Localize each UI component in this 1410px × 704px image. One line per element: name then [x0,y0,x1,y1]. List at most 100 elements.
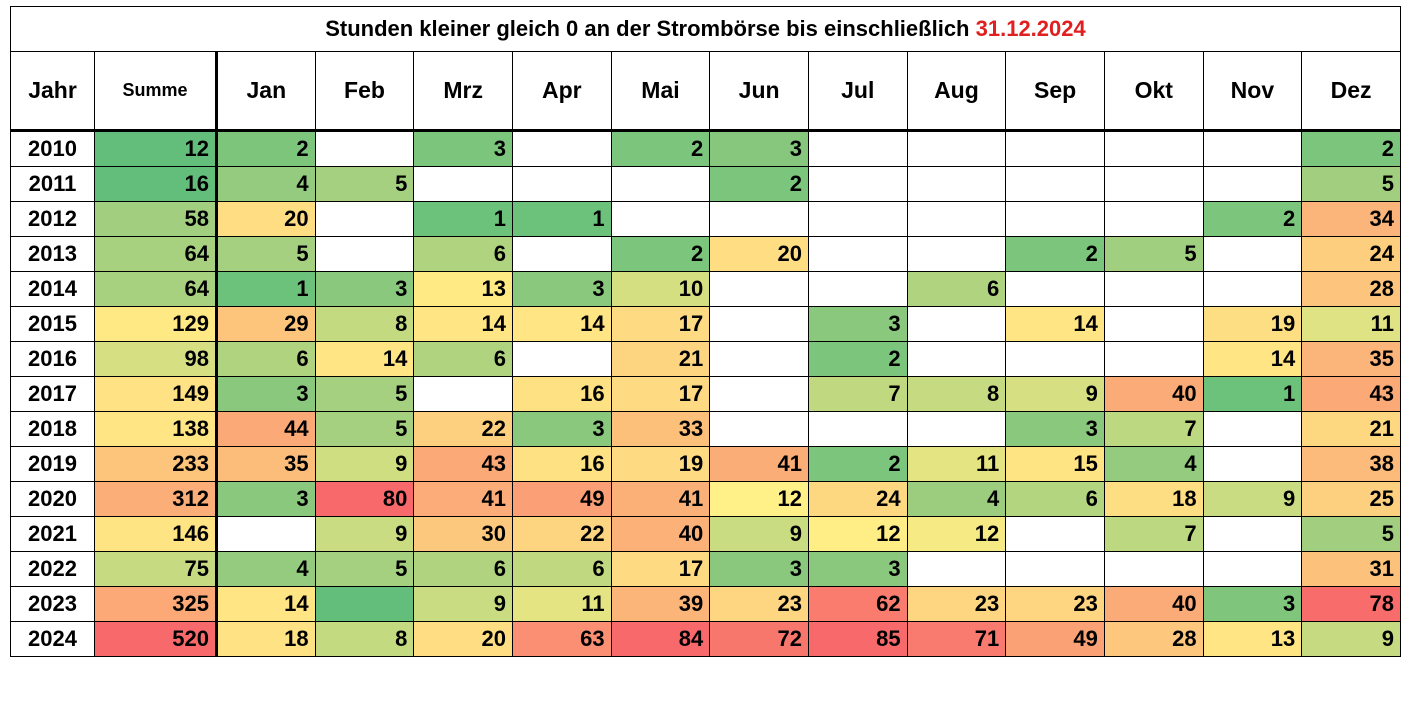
month-cell-jun [709,411,809,447]
month-cell-okt [1103,551,1204,587]
month-cell-nov: 19 [1202,306,1303,342]
month-cell-mai: 17 [610,551,711,587]
table-row: 2021 146 9 30 22 40 9 12 12 7 5 [10,516,1401,552]
month-cell-aug [906,130,1007,167]
sum-cell: 64 [94,236,218,272]
table-row: 2023 325 14 9 11 39 23 62 23 23 40 3 78 [10,586,1401,622]
column-header-mrz: Mrz [413,51,513,132]
month-cell-jun: 41 [709,446,809,482]
month-cell-jul: 62 [807,586,908,622]
month-cell-feb: 5 [314,551,415,587]
month-cell-apr: 11 [511,586,612,622]
month-cell-mai: 39 [610,586,711,622]
month-cell-sep: 6 [1005,481,1105,517]
sum-cell: 149 [94,376,218,412]
month-cell-apr [511,166,612,202]
month-cell-dez: 43 [1301,376,1401,412]
month-cell-jun [709,271,809,307]
month-cell-sep: 15 [1005,446,1105,482]
month-cell-aug [906,166,1007,202]
month-cell-jun [709,341,809,377]
month-cell-apr: 63 [511,621,612,657]
month-cell-feb [314,586,415,622]
month-cell-dez: 5 [1301,166,1401,202]
month-cell-nov: 1 [1202,376,1303,412]
month-cell-apr: 49 [511,481,612,517]
year-cell: 2013 [10,236,95,272]
month-cell-okt: 40 [1103,376,1204,412]
month-cell-sep: 49 [1005,621,1105,657]
month-cell-jun: 3 [709,551,809,587]
month-cell-apr [511,341,612,377]
month-cell-jan: 6 [216,341,316,377]
month-cell-sep [1005,551,1105,587]
month-cell-mrz: 1 [413,201,513,237]
sum-cell: 233 [94,446,218,482]
month-cell-feb: 3 [314,271,415,307]
month-cell-jun: 20 [709,236,809,272]
month-cell-apr: 22 [511,516,612,552]
table-row: 2024 520 18 8 20 63 84 72 85 71 49 28 13 9 [10,621,1401,657]
month-cell-jul [807,201,908,237]
table-row: 2013 64 5 6 2 20 2 5 24 [10,236,1401,272]
month-cell-jan: 3 [216,376,316,412]
month-cell-jun [709,376,809,412]
month-cell-okt: 40 [1103,586,1204,622]
year-cell: 2016 [10,341,95,377]
month-cell-okt: 5 [1103,236,1204,272]
sum-cell: 129 [94,306,218,342]
column-header-nov: Nov [1202,51,1303,132]
month-cell-nov [1202,446,1303,482]
month-cell-nov [1202,130,1303,167]
month-cell-jan [216,516,316,552]
month-cell-nov: 13 [1202,621,1303,657]
year-cell: 2020 [10,481,95,517]
month-cell-mai: 2 [610,236,711,272]
month-cell-mai: 21 [610,341,711,377]
month-cell-apr: 3 [511,271,612,307]
month-cell-dez: 31 [1301,551,1401,587]
column-header-okt: Okt [1103,51,1204,132]
month-cell-jan: 1 [216,271,316,307]
month-cell-nov: 9 [1202,481,1303,517]
table-row: 2016 98 6 14 6 21 2 14 35 [10,341,1401,377]
month-cell-jul [807,411,908,447]
column-header-aug: Aug [906,51,1007,132]
month-cell-jul [807,271,908,307]
month-cell-jul: 2 [807,341,908,377]
month-cell-mai: 17 [610,306,711,342]
month-cell-dez: 11 [1301,306,1401,342]
table-row: 2020 312 3 80 41 49 41 12 24 4 6 18 9 25 [10,481,1401,517]
month-cell-nov: 2 [1202,201,1303,237]
column-header-jun: Jun [709,51,809,132]
month-cell-feb [314,201,415,237]
month-cell-jan: 29 [216,306,316,342]
table-row: 2019 233 35 9 43 16 19 41 2 11 15 4 38 [10,446,1401,482]
month-cell-mrz: 41 [413,481,513,517]
year-cell: 2022 [10,551,95,587]
month-cell-okt [1103,271,1204,307]
column-header-row: Jahr Summe Jan Feb Mrz Apr Mai Jun Jul Aug Sep Okt N… [10,51,1401,132]
sum-cell: 12 [94,130,218,167]
heatmap-table: Stunden kleiner gleich 0 an der Strombör… [10,6,1401,657]
month-cell-jul: 85 [807,621,908,657]
month-cell-sep: 9 [1005,376,1105,412]
month-cell-jan: 3 [216,481,316,517]
year-cell: 2017 [10,376,95,412]
month-cell-dez: 25 [1301,481,1401,517]
month-cell-nov [1202,411,1303,447]
month-cell-feb: 9 [314,446,415,482]
month-cell-jun: 12 [709,481,809,517]
month-cell-dez: 5 [1301,516,1401,552]
month-cell-aug [906,551,1007,587]
month-cell-sep: 2 [1005,236,1105,272]
month-cell-mrz: 30 [413,516,513,552]
column-header-jan: Jan [216,51,316,132]
month-cell-jul [807,130,908,167]
month-cell-aug [906,236,1007,272]
month-cell-jun: 72 [709,621,809,657]
month-cell-aug: 12 [906,516,1007,552]
month-cell-aug: 4 [906,481,1007,517]
month-cell-feb: 5 [314,411,415,447]
month-cell-dez: 9 [1301,621,1401,657]
